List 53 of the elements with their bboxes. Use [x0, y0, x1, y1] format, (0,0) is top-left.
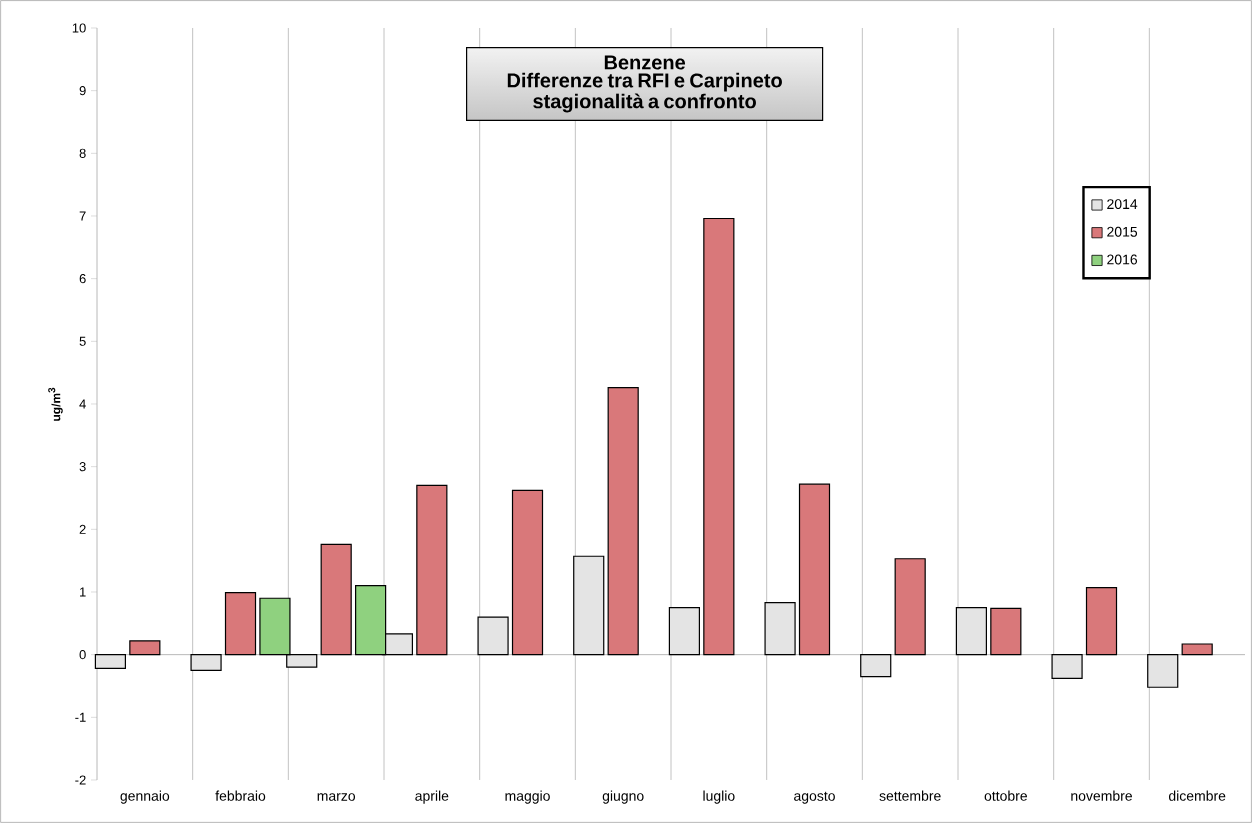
bar [764, 602, 796, 656]
y-tick-label: -2 [75, 775, 86, 785]
bar [320, 543, 352, 656]
bar [224, 592, 257, 656]
text: Differenze tra RFI e Carpineto stagionalità a confronto [507, 72, 782, 113]
bar [860, 654, 892, 678]
x-tick-label: marzo [317, 793, 356, 801]
y-tick-label: 10 [72, 23, 86, 33]
y-tick-label: 4 [79, 399, 86, 409]
y-tick-label: 6 [79, 274, 86, 284]
x-tick-label: dicembre [1168, 790, 1226, 801]
bar [511, 489, 544, 656]
x-tick-label: luglio [703, 790, 735, 804]
x-tick-label: gennaio [120, 790, 170, 804]
bar [1085, 586, 1118, 656]
x-tick-label: agosto [794, 791, 835, 804]
y-tick-label: -1 [75, 712, 86, 722]
bar [703, 217, 735, 656]
bar [955, 607, 987, 656]
bar [477, 616, 509, 656]
bar [190, 654, 222, 671]
bar [1181, 643, 1213, 656]
y-tick-label: 2 [79, 524, 86, 534]
y-tick-label: 1 [80, 587, 86, 597]
y-tick-label: 3 [79, 462, 86, 472]
bar [94, 654, 126, 670]
y-axis-title: ug/m$^{3}$ [48, 387, 63, 421]
x-tick-label: febbraio [215, 790, 266, 801]
bar [573, 555, 605, 656]
bar [668, 607, 700, 656]
legend-label: 2016 [1107, 254, 1138, 265]
legend-label: 2015 [1107, 226, 1138, 237]
bar [416, 484, 448, 656]
bar [1051, 654, 1083, 680]
x-tick-label: maggio [505, 790, 550, 804]
chart-title: Benzene [604, 55, 686, 70]
x-tick-label: aprile [415, 790, 449, 804]
bar [607, 387, 639, 656]
y-tick-label: 5 [79, 336, 86, 346]
x-tick-label: ottobre [984, 790, 1027, 801]
legend-label: 2014 [1107, 199, 1138, 210]
y-tick-label: 8 [79, 148, 86, 158]
y-tick-label: 9 [79, 86, 86, 96]
bar [798, 483, 831, 656]
bar [129, 640, 161, 656]
x-tick-label: settembre [879, 790, 941, 801]
bar [1147, 654, 1179, 688]
bar [990, 607, 1022, 656]
x-tick-label: giugno [602, 790, 644, 804]
x-tick-label: novembre [1071, 790, 1132, 801]
y-tick-label: 7 [79, 211, 86, 221]
y-tick-label: 0 [79, 650, 86, 660]
bar [894, 558, 926, 656]
